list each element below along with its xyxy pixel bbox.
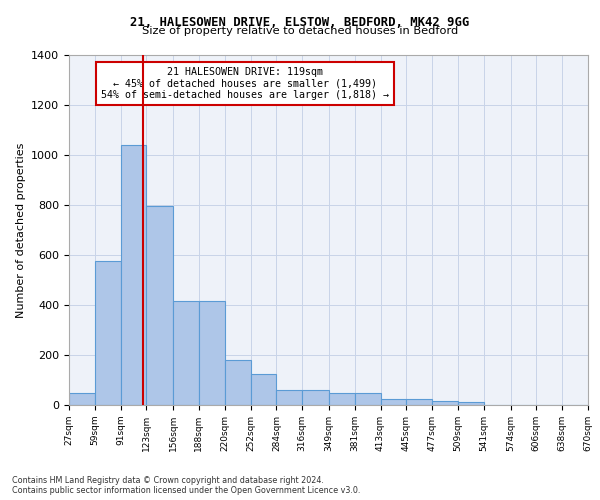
Bar — [146, 206, 173, 405]
Text: 21 HALESOWEN DRIVE: 119sqm
← 45% of detached houses are smaller (1,499)
54% of s: 21 HALESOWEN DRIVE: 119sqm ← 45% of deta… — [101, 68, 389, 100]
Bar — [302, 390, 329, 405]
Text: Contains public sector information licensed under the Open Government Licence v3: Contains public sector information licen… — [12, 486, 361, 495]
Y-axis label: Number of detached properties: Number of detached properties — [16, 142, 26, 318]
Bar — [173, 301, 199, 405]
Bar — [458, 402, 484, 405]
Bar — [95, 261, 121, 405]
Bar — [406, 399, 432, 405]
Text: Contains HM Land Registry data © Crown copyright and database right 2024.: Contains HM Land Registry data © Crown c… — [12, 476, 324, 485]
Bar — [432, 400, 458, 405]
Bar — [329, 392, 355, 405]
Bar — [380, 399, 406, 405]
Bar — [225, 360, 251, 405]
Bar — [277, 390, 302, 405]
Bar — [355, 392, 380, 405]
Bar — [69, 392, 95, 405]
Text: Size of property relative to detached houses in Bedford: Size of property relative to detached ho… — [142, 26, 458, 36]
Text: 21, HALESOWEN DRIVE, ELSTOW, BEDFORD, MK42 9GG: 21, HALESOWEN DRIVE, ELSTOW, BEDFORD, MK… — [130, 16, 470, 29]
Bar — [199, 301, 225, 405]
Bar — [251, 374, 277, 405]
Bar — [121, 145, 146, 405]
